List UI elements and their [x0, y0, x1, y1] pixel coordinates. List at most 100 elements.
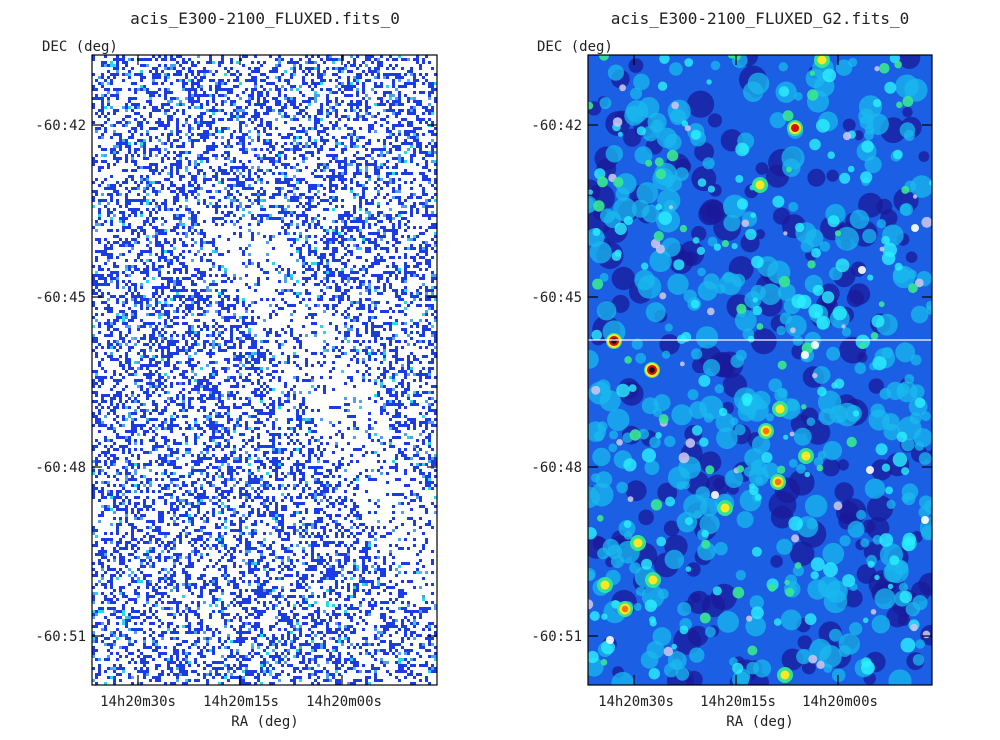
count-pixel [398, 400, 401, 403]
count-pixel [95, 370, 98, 373]
count-pixel [191, 238, 194, 241]
count-pixel [191, 328, 194, 331]
count-pixel [200, 157, 203, 160]
count-pixel [356, 319, 359, 322]
count-pixel [323, 331, 326, 334]
count-pixel [407, 226, 410, 229]
count-pixel [266, 340, 269, 343]
count-pixel [389, 91, 392, 94]
count-pixel [272, 298, 275, 301]
count-pixel [194, 166, 197, 169]
count-pixel [386, 229, 389, 232]
count-pixel [401, 85, 404, 88]
count-pixel [161, 388, 164, 391]
count-pixel [293, 184, 296, 187]
count-pixel [374, 289, 377, 292]
count-pixel [344, 184, 347, 187]
count-pixel [233, 277, 236, 280]
count-pixel [188, 364, 191, 367]
count-pixel [209, 301, 212, 304]
count-pixel [236, 298, 239, 301]
count-pixel [359, 76, 362, 79]
count-pixel [368, 304, 371, 307]
count-pixel [380, 103, 383, 106]
count-pixel [299, 142, 302, 145]
count-pixel [170, 166, 173, 169]
count-pixel [398, 202, 401, 205]
count-pixel [152, 226, 155, 229]
count-pixel [254, 394, 257, 397]
count-pixel [404, 289, 407, 292]
count-pixel [386, 214, 389, 217]
count-pixel [281, 370, 284, 373]
count-pixel [134, 112, 137, 115]
count-pixel [278, 157, 281, 160]
count-pixel [299, 130, 302, 133]
count-pixel [350, 250, 353, 253]
count-pixel [194, 64, 197, 67]
count-pixel [278, 271, 281, 274]
count-pixel [329, 322, 332, 325]
count-pixel [119, 331, 122, 334]
count-pixel [377, 178, 380, 181]
count-pixel [206, 130, 209, 133]
count-pixel [92, 121, 95, 124]
count-pixel [431, 256, 434, 259]
count-pixel [182, 370, 185, 373]
count-pixel [104, 94, 107, 97]
count-pixel [374, 187, 377, 190]
count-pixel [239, 397, 242, 400]
count-pixel [308, 391, 311, 394]
count-pixel [431, 247, 434, 250]
count-pixel [350, 85, 353, 88]
count-pixel [332, 148, 335, 151]
count-pixel [200, 118, 203, 121]
count-pixel [269, 328, 272, 331]
count-pixel [110, 124, 113, 127]
count-pixel [272, 310, 275, 313]
count-pixel [197, 334, 200, 337]
count-pixel [188, 172, 191, 175]
count-pixel [425, 175, 428, 178]
count-pixel [131, 127, 134, 130]
count-pixel [377, 229, 380, 232]
count-pixel [368, 211, 371, 214]
count-pixel [239, 376, 242, 379]
count-pixel [338, 127, 341, 130]
count-pixel [155, 166, 158, 169]
count-pixel [218, 349, 221, 352]
count-pixel [395, 373, 398, 376]
count-pixel [377, 220, 380, 223]
count-pixel [206, 190, 209, 193]
count-pixel [341, 217, 344, 220]
count-pixel [215, 154, 218, 157]
count-pixel [101, 112, 104, 115]
count-pixel [215, 217, 218, 220]
count-pixel [377, 325, 380, 328]
count-pixel [386, 250, 389, 253]
count-pixel [104, 250, 107, 253]
count-pixel [314, 274, 317, 277]
count-pixel [131, 67, 134, 70]
count-pixel [152, 331, 155, 334]
count-pixel [308, 103, 311, 106]
count-pixel [191, 70, 194, 73]
count-pixel [335, 109, 338, 112]
count-pixel [299, 85, 302, 88]
count-pixel [260, 298, 263, 301]
count-pixel [122, 244, 125, 247]
count-pixel [320, 139, 323, 142]
count-pixel [122, 217, 125, 220]
count-pixel [155, 145, 158, 148]
count-pixel [164, 319, 167, 322]
count-pixel [131, 295, 134, 298]
count-pixel [305, 289, 308, 292]
count-pixel [137, 292, 140, 295]
count-pixel [140, 142, 143, 145]
count-pixel [410, 142, 413, 145]
count-pixel [422, 151, 425, 154]
count-pixel [377, 214, 380, 217]
count-pixel [281, 163, 284, 166]
count-pixel [182, 382, 185, 385]
count-pixel [371, 316, 374, 319]
